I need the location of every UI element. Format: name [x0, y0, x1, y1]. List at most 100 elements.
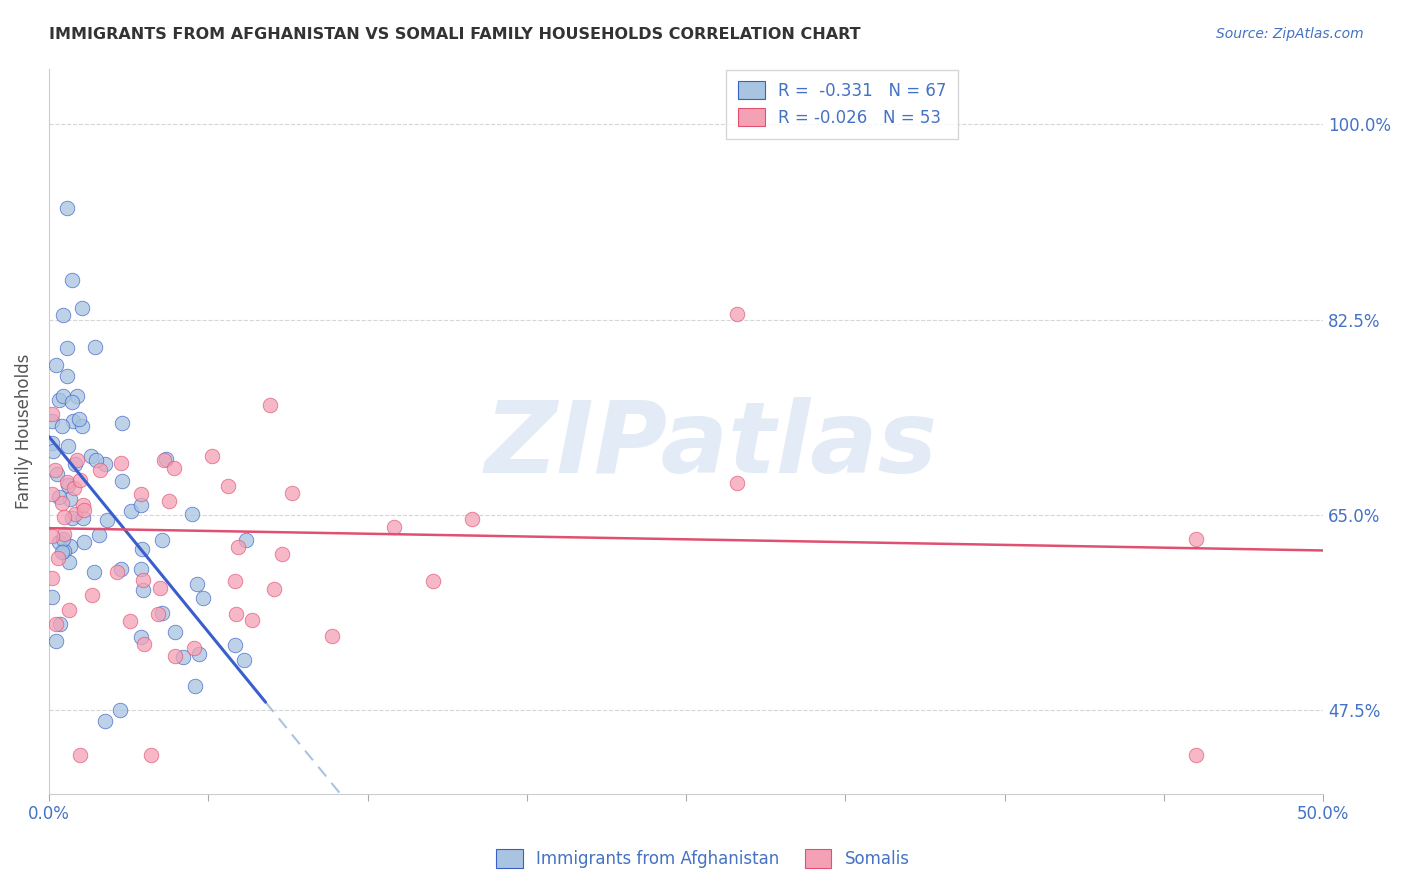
Point	[193, 591, 215, 606]
Point	[41, 414, 63, 428]
Point	[82, 588, 104, 602]
Point	[422, 574, 444, 588]
Point	[186, 576, 208, 591]
Point	[201, 449, 224, 463]
Point	[165, 649, 187, 664]
Point	[184, 680, 207, 694]
Point	[51, 496, 73, 510]
Point	[163, 461, 186, 475]
Point	[66, 388, 89, 402]
Point	[96, 513, 118, 527]
Point	[58, 603, 80, 617]
Point	[153, 453, 176, 467]
Legend: R =  -0.331   N = 67, R = -0.026   N = 53: R = -0.331 N = 67, R = -0.026 N = 53	[727, 70, 957, 138]
Point	[80, 449, 103, 463]
Point	[45, 358, 67, 372]
Point	[41, 529, 63, 543]
Point	[461, 512, 484, 526]
Point	[1184, 532, 1206, 546]
Point	[139, 747, 162, 762]
Point	[725, 475, 748, 490]
Legend: Immigrants from Afghanistan, Somalis: Immigrants from Afghanistan, Somalis	[489, 843, 917, 875]
Text: Source: ZipAtlas.com: Source: ZipAtlas.com	[1216, 27, 1364, 41]
Point	[45, 634, 67, 648]
Point	[228, 541, 250, 555]
Point	[67, 412, 90, 426]
Point	[382, 520, 405, 534]
Point	[52, 533, 75, 547]
Point	[46, 467, 69, 481]
Point	[321, 629, 343, 643]
Point	[129, 561, 152, 575]
Point	[87, 528, 110, 542]
Point	[49, 617, 72, 632]
Point	[70, 301, 93, 316]
Point	[59, 491, 82, 506]
Point	[48, 393, 70, 408]
Point	[132, 636, 155, 650]
Point	[56, 341, 79, 355]
Point	[131, 541, 153, 556]
Point	[129, 498, 152, 512]
Point	[105, 565, 128, 579]
Point	[111, 475, 134, 489]
Point	[62, 414, 84, 428]
Point	[188, 648, 211, 662]
Point	[225, 607, 247, 621]
Point	[172, 650, 194, 665]
Point	[149, 581, 172, 595]
Point	[66, 453, 89, 467]
Point	[150, 607, 173, 621]
Point	[58, 439, 80, 453]
Point	[63, 457, 86, 471]
Point	[62, 481, 84, 495]
Point	[45, 616, 67, 631]
Point	[69, 473, 91, 487]
Point	[93, 457, 115, 471]
Point	[44, 463, 66, 477]
Point	[56, 478, 79, 492]
Point	[110, 703, 132, 717]
Point	[83, 340, 105, 354]
Point	[146, 607, 169, 621]
Point	[259, 398, 281, 412]
Point	[120, 504, 142, 518]
Point	[89, 463, 111, 477]
Point	[72, 498, 94, 512]
Point	[56, 201, 79, 215]
Point	[150, 533, 173, 547]
Point	[224, 638, 246, 652]
Text: ZIPatlas: ZIPatlas	[485, 397, 938, 494]
Point	[240, 613, 263, 627]
Point	[69, 747, 91, 762]
Point	[110, 456, 132, 470]
Point	[163, 625, 186, 640]
Point	[271, 548, 294, 562]
Point	[1184, 747, 1206, 762]
Point	[51, 418, 73, 433]
Point	[224, 574, 246, 588]
Point	[70, 419, 93, 434]
Point	[83, 565, 105, 579]
Point	[157, 494, 180, 508]
Point	[52, 308, 75, 322]
Point	[60, 395, 83, 409]
Point	[281, 486, 304, 500]
Point	[181, 507, 204, 521]
Point	[52, 389, 75, 403]
Point	[59, 540, 82, 554]
Point	[56, 368, 79, 383]
Point	[233, 653, 256, 667]
Point	[60, 511, 83, 525]
Point	[129, 487, 152, 501]
Point	[48, 491, 70, 505]
Point	[94, 714, 117, 728]
Point	[111, 416, 134, 430]
Point	[263, 582, 285, 596]
Point	[155, 451, 177, 466]
Point	[42, 443, 65, 458]
Point	[52, 527, 75, 541]
Point	[48, 535, 70, 549]
Point	[129, 630, 152, 644]
Point	[132, 573, 155, 587]
